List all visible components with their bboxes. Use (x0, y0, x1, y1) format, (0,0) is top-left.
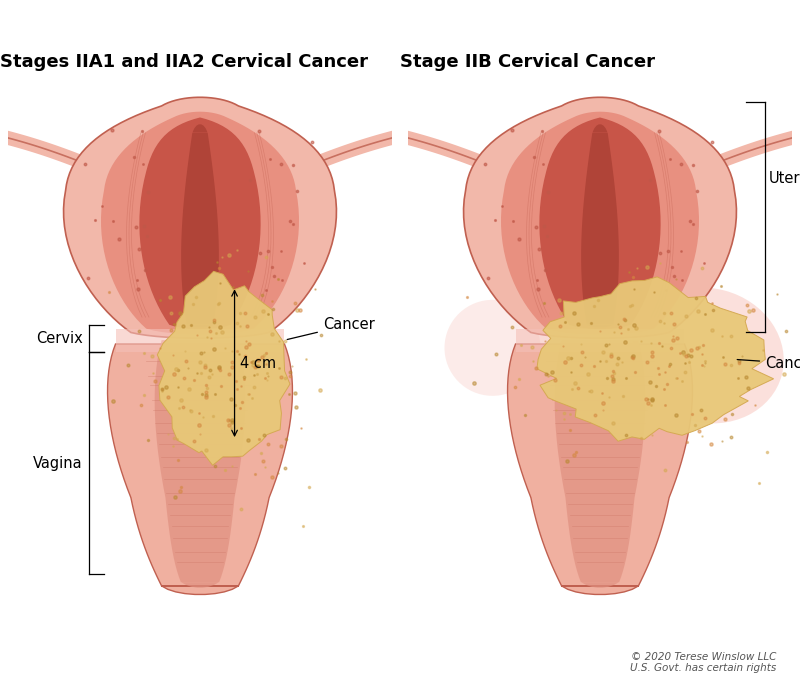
Text: Vagina: Vagina (34, 456, 83, 471)
Polygon shape (115, 328, 285, 352)
Polygon shape (581, 124, 619, 328)
Polygon shape (158, 271, 290, 465)
Polygon shape (101, 112, 299, 335)
Text: Cancer: Cancer (287, 318, 374, 339)
Polygon shape (554, 340, 646, 588)
Polygon shape (507, 344, 693, 594)
Polygon shape (515, 328, 685, 352)
Polygon shape (63, 97, 337, 338)
Polygon shape (537, 277, 774, 441)
Text: Cancer: Cancer (737, 356, 800, 371)
Polygon shape (107, 344, 293, 594)
Polygon shape (501, 112, 699, 335)
Polygon shape (139, 118, 261, 329)
Polygon shape (539, 118, 661, 329)
Text: Stages IIA1 and IIA2 Cervical Cancer: Stages IIA1 and IIA2 Cervical Cancer (0, 53, 368, 71)
Polygon shape (181, 124, 219, 328)
Text: Cervix: Cervix (36, 330, 83, 345)
Text: 4 cm: 4 cm (240, 356, 277, 371)
Polygon shape (463, 97, 737, 338)
Polygon shape (154, 340, 246, 588)
Text: Stage IIB Cervical Cancer: Stage IIB Cervical Cancer (400, 53, 655, 71)
Ellipse shape (445, 300, 541, 396)
Ellipse shape (631, 288, 784, 424)
Text: © 2020 Terese Winslow LLC
U.S. Govt. has certain rights: © 2020 Terese Winslow LLC U.S. Govt. has… (630, 651, 776, 673)
Text: Uterus: Uterus (769, 171, 800, 186)
